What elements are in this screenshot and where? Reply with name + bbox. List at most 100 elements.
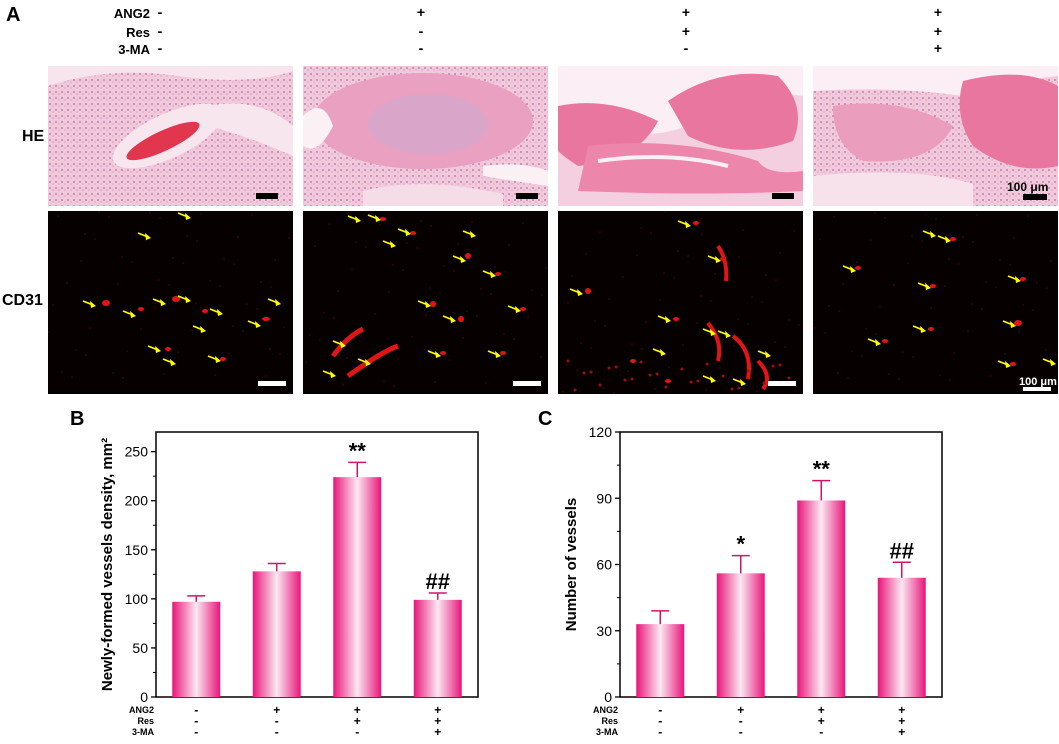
arrow-icon	[137, 232, 151, 240]
panel-a-sign: +	[933, 4, 943, 20]
x-condition-label: 3-MA	[596, 727, 618, 737]
x-condition-sign: -	[355, 725, 359, 739]
arrow-icon	[147, 345, 161, 353]
arrow-icon	[347, 215, 361, 223]
panel-a-sign: +	[933, 23, 943, 39]
arrow-icon	[842, 265, 856, 273]
cd31-positive-vessel	[665, 379, 671, 383]
panel-a-sign: -	[157, 4, 163, 20]
bar	[333, 477, 382, 697]
panel-a-sign: -	[418, 40, 424, 56]
cd31-positive-vessel	[855, 266, 861, 270]
cd31-positive-vessel	[1010, 362, 1016, 366]
arrow-icon	[732, 378, 746, 386]
cd31-scale-label: 100 μm	[1019, 376, 1057, 388]
x-condition-sign: +	[898, 714, 905, 728]
x-condition-sign: -	[275, 725, 279, 739]
arrow-icon	[507, 305, 521, 313]
scale-bar	[516, 193, 538, 199]
cd31-positive-vessel	[380, 217, 386, 221]
x-condition-sign: +	[273, 703, 280, 717]
arrow-icon	[917, 282, 931, 290]
x-condition-sign: +	[354, 714, 361, 728]
arrow-icon	[192, 325, 206, 333]
x-condition-sign: +	[818, 703, 825, 717]
cd31-positive-vessel	[1014, 320, 1022, 326]
arrow-icon	[452, 255, 466, 263]
arrow-icon	[937, 235, 951, 243]
arrow-icon	[357, 358, 371, 366]
bar	[636, 624, 685, 697]
significance-marker: ##	[890, 538, 914, 563]
arrow-icon	[462, 230, 476, 238]
arrow-icon	[867, 338, 881, 346]
arrow-icon	[332, 340, 346, 348]
arrow-icon	[757, 350, 771, 358]
y-axis-label: Number of vessels	[563, 498, 580, 631]
arrow-icon	[657, 315, 671, 323]
significance-marker: **	[813, 457, 831, 482]
y-tick-label: 0	[140, 689, 148, 705]
panel-a-sign: -	[157, 40, 163, 56]
arrow-icon	[1002, 320, 1016, 328]
arrow-icon	[367, 214, 381, 222]
x-condition-sign: +	[898, 725, 905, 739]
arrow-icon	[569, 288, 583, 296]
x-condition-sign: -	[739, 725, 743, 739]
bar	[716, 573, 765, 697]
arrow-icon	[322, 370, 336, 378]
arrow-icon	[247, 320, 261, 328]
arrow-icon	[177, 295, 191, 303]
cd31-positive-vessel	[410, 231, 416, 235]
y-axis-label: Newly-formed vessels density, mm²	[99, 438, 116, 691]
y-tick-label: 250	[125, 444, 149, 460]
panel-a-letter: A	[6, 4, 21, 26]
significance-marker: **	[349, 438, 367, 463]
arrow-icon	[152, 298, 166, 306]
bar	[797, 500, 846, 697]
cd31-image-group-2	[303, 211, 548, 394]
y-tick-label: 60	[596, 557, 612, 573]
panel-a-sign: +	[681, 4, 691, 20]
arrow-icon	[912, 325, 926, 333]
cd31-positive-vessel	[202, 309, 208, 313]
panel-a-sign: -	[418, 23, 424, 39]
cd31-positive-vessel	[102, 300, 110, 306]
cd31-image-group-1	[48, 211, 293, 394]
y-tick-label: 50	[132, 640, 148, 656]
x-condition-sign: +	[898, 703, 905, 717]
bar	[172, 601, 221, 697]
he-image-group-3	[558, 66, 803, 206]
he-scale-bar	[1023, 194, 1047, 200]
significance-marker: ##	[426, 569, 450, 594]
condition-label-ang2: ANG2	[113, 6, 150, 21]
cd31-positive-vessel	[950, 237, 956, 241]
arrow-icon	[209, 308, 223, 316]
cd31-positive-vessel	[928, 327, 934, 331]
arrow-icon	[82, 300, 96, 308]
arrow-icon	[162, 358, 176, 366]
panel-a-sign: -	[683, 40, 689, 56]
panel-a-sign: +	[416, 4, 426, 20]
arrow-icon	[442, 315, 456, 323]
panel-c-letter: C	[538, 408, 553, 430]
condition-label-res: Res	[126, 25, 150, 40]
cd31-positive-vessel	[585, 288, 591, 294]
arrow-icon	[382, 240, 396, 248]
x-condition-label: 3-MA	[132, 727, 154, 737]
x-condition-sign: +	[434, 725, 441, 739]
x-condition-label: Res	[137, 716, 154, 726]
x-condition-sign: +	[434, 703, 441, 717]
condition-label-3ma: 3-MA	[118, 42, 150, 57]
cd31-positive-vessel	[630, 359, 636, 363]
plot-frame	[155, 431, 479, 698]
cd31-positive-vessel	[882, 339, 888, 343]
scale-bar	[768, 381, 796, 386]
y-tick-label: 90	[596, 490, 612, 506]
x-condition-label: ANG2	[129, 705, 154, 715]
cd31-image-group-3	[558, 211, 803, 394]
arrow-icon	[427, 350, 441, 358]
arrow-icon	[417, 300, 431, 308]
cd31-positive-vessel	[1020, 277, 1026, 281]
chart-b: 0 50 100 150 200 250 Newly-formed vessels dens…	[99, 431, 479, 739]
